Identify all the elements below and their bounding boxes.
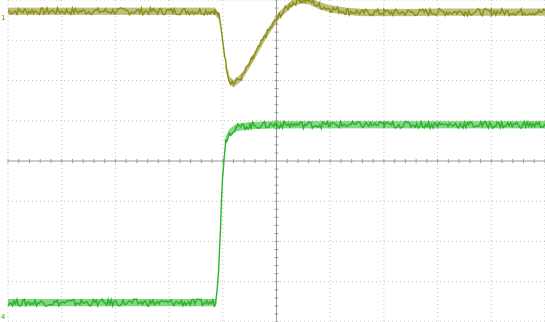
channel-1-marker: 1 [1, 14, 5, 22]
channel-4-marker: 4 [1, 313, 5, 321]
trace-4-line [7, 119, 545, 309]
trace-1-line [7, 0, 545, 87]
traces [7, 0, 545, 309]
graticule [7, 0, 545, 322]
